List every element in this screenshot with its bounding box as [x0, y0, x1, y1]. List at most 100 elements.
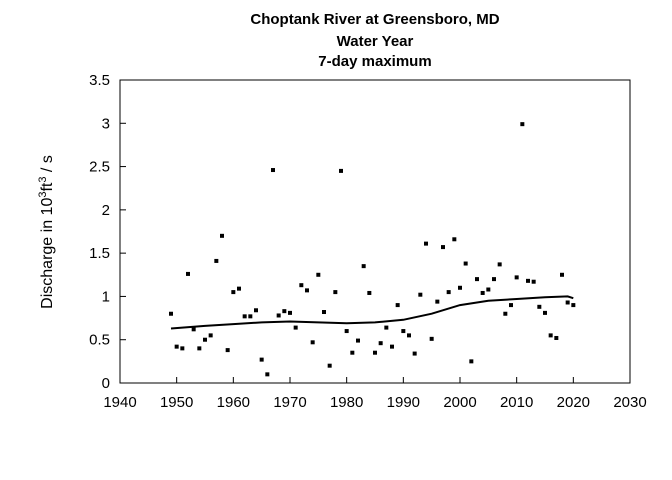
x-axis: 1940 1950 1960 1970 1980 1990 2000 2010 2020 2030: [103, 377, 647, 411]
x-tick-label: 2010: [500, 394, 533, 411]
data-point: [259, 357, 264, 362]
data-point: [225, 348, 230, 353]
data-point: [503, 311, 508, 316]
data-point: [327, 363, 332, 368]
data-point: [565, 300, 570, 305]
data-point: [446, 290, 451, 295]
y-tick-label: 2.5: [89, 159, 110, 176]
data-point: [186, 271, 190, 276]
data-point: [191, 327, 196, 332]
x-tick-label: 1970: [273, 394, 306, 411]
data-point: [316, 272, 321, 277]
data-point: [344, 329, 349, 334]
x-tick-label: 2000: [443, 394, 476, 411]
x-tick-label: 1960: [217, 394, 250, 411]
x-tick-label: 1940: [103, 394, 136, 411]
data-point: [180, 346, 185, 351]
data-point: [514, 275, 519, 280]
data-point: [271, 168, 275, 173]
data-point: [469, 359, 474, 364]
data-point: [169, 311, 173, 316]
data-point: [265, 372, 270, 377]
x-tick-label: 2030: [613, 394, 646, 411]
data-points: [169, 122, 576, 377]
data-point: [463, 261, 468, 266]
y-tick-label: 2: [102, 202, 110, 219]
data-point: [384, 325, 389, 330]
y-tick-label: 0: [102, 375, 110, 392]
y-tick-label: 0.5: [89, 332, 110, 349]
y-tick-label: 1: [102, 288, 110, 305]
data-point: [293, 325, 298, 330]
data-point: [214, 258, 219, 263]
data-point: [174, 344, 179, 349]
data-point: [220, 233, 224, 238]
data-point: [435, 299, 440, 304]
data-point: [361, 264, 366, 269]
data-point: [356, 338, 360, 343]
data-point: [299, 283, 304, 288]
data-point: [526, 278, 530, 283]
data-point: [571, 303, 576, 308]
data-point: [441, 245, 445, 250]
trend-line: [170, 295, 574, 330]
data-point: [242, 314, 247, 319]
data-point: [248, 314, 253, 319]
data-point: [537, 304, 542, 309]
data-point: [418, 292, 423, 297]
data-point: [560, 272, 564, 277]
data-point: [509, 303, 513, 308]
data-point: [401, 329, 406, 334]
data-point: [492, 277, 496, 282]
data-point: [520, 122, 525, 127]
data-point: [288, 310, 292, 315]
data-point: [554, 335, 559, 340]
chart-subtitle: Water Year: [336, 33, 414, 50]
data-point: [543, 310, 547, 315]
y-axis-label: Discharge in 103ft3 / s: [37, 155, 56, 309]
data-point: [322, 310, 326, 315]
data-point: [310, 340, 315, 345]
chart-title: Choptank River at Greensboro, MD: [250, 11, 500, 28]
x-tick-label: 2020: [557, 394, 590, 411]
x-tick-label: 1980: [330, 394, 363, 411]
data-point: [231, 290, 236, 295]
data-point: [197, 346, 202, 351]
data-point: [407, 333, 411, 338]
y-tick-label: 3: [102, 115, 110, 132]
x-tick-label: 1990: [387, 394, 420, 411]
data-point: [237, 286, 241, 291]
data-point: [458, 285, 462, 290]
data-point: [475, 277, 479, 282]
y-tick-label: 1.5: [89, 245, 110, 262]
data-point: [305, 288, 309, 293]
y-tick-label: 3.5: [89, 72, 110, 89]
data-point: [390, 344, 394, 349]
data-point: [424, 241, 428, 246]
data-point: [254, 308, 258, 313]
data-point: [548, 333, 553, 338]
data-point: [480, 290, 485, 295]
data-point: [350, 350, 355, 355]
data-point: [333, 290, 338, 295]
data-point: [452, 237, 457, 242]
plot-frame: [119, 79, 631, 384]
data-point: [395, 303, 400, 308]
y-axis: 0 0.5 1 1.5 2 2.5 3 3.5: [89, 72, 126, 392]
data-point: [373, 350, 377, 355]
data-point: [412, 351, 417, 356]
data-point: [497, 262, 502, 267]
data-point: [339, 168, 343, 173]
data-point: [203, 337, 207, 342]
data-point: [282, 309, 287, 314]
data-point: [276, 313, 281, 318]
data-point: [531, 279, 536, 284]
data-point: [208, 333, 213, 338]
chart-subtitle-2: 7-day maximum: [318, 53, 432, 70]
data-point: [486, 287, 491, 292]
data-point: [378, 341, 383, 346]
data-point: [429, 336, 434, 341]
data-point: [367, 290, 372, 295]
x-tick-label: 1950: [160, 394, 193, 411]
